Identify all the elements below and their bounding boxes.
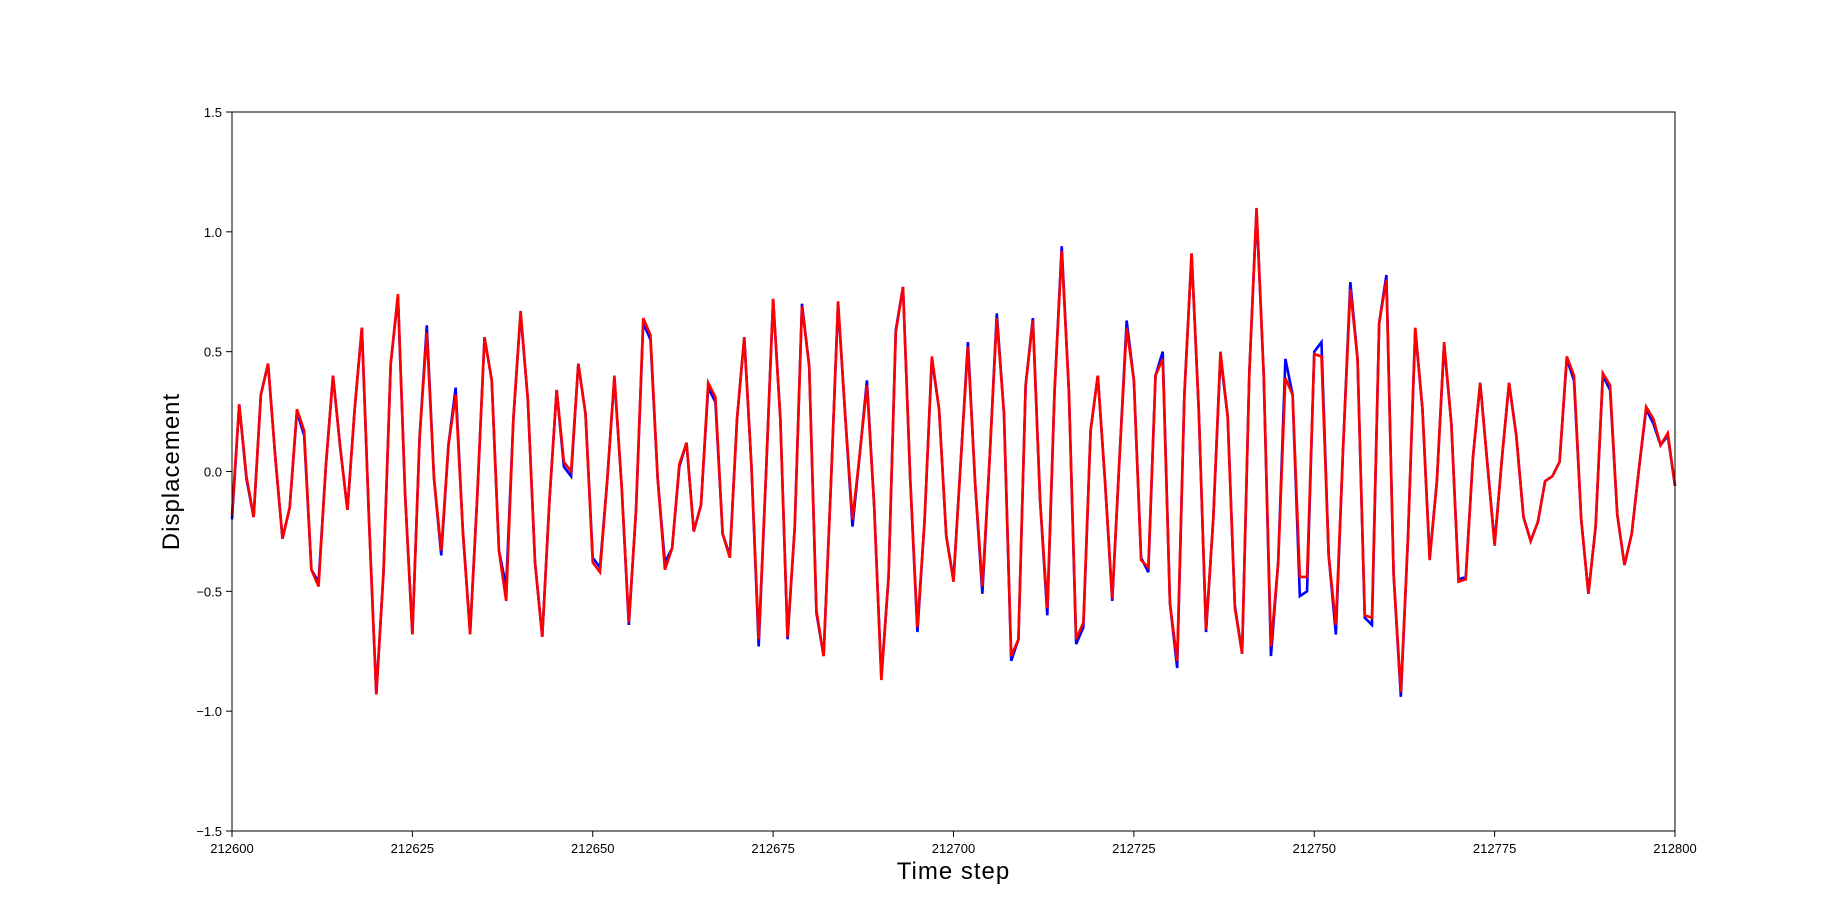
x-axis: 212600 212625 212650 212675 212700 212725 2127… bbox=[210, 831, 1697, 856]
y-tick-label: 0.5 bbox=[204, 345, 222, 360]
y-tick-label: 0.0 bbox=[204, 465, 222, 480]
x-tick-label: 212750 bbox=[1293, 841, 1336, 856]
plot-background bbox=[232, 112, 1675, 831]
series-group bbox=[230, 207, 1677, 697]
series-line-2 bbox=[230, 207, 1677, 695]
y-tick-label: −1.5 bbox=[196, 824, 222, 839]
x-tick-label: 212800 bbox=[1653, 841, 1696, 856]
y-tick-label: 1.5 bbox=[204, 105, 222, 120]
x-axis-label: Time step bbox=[897, 858, 1010, 885]
y-axis-label: Displacement bbox=[158, 393, 185, 550]
x-tick-label: 212700 bbox=[932, 841, 975, 856]
x-tick-label: 212775 bbox=[1473, 841, 1516, 856]
y-tick-label: 1.0 bbox=[204, 225, 222, 240]
x-tick-label: 212675 bbox=[751, 841, 794, 856]
x-tick-label: 212650 bbox=[571, 841, 614, 856]
y-tick-label: −1.0 bbox=[196, 704, 222, 719]
x-tick-label: 212625 bbox=[391, 841, 434, 856]
x-tick-label: 212725 bbox=[1112, 841, 1155, 856]
y-tick-label: −0.5 bbox=[196, 584, 222, 599]
y-axis: −1.5 −1.0 −0.5 0.0 0.5 1.0 1.5 bbox=[196, 105, 232, 839]
x-tick-label: 212600 bbox=[210, 841, 253, 856]
